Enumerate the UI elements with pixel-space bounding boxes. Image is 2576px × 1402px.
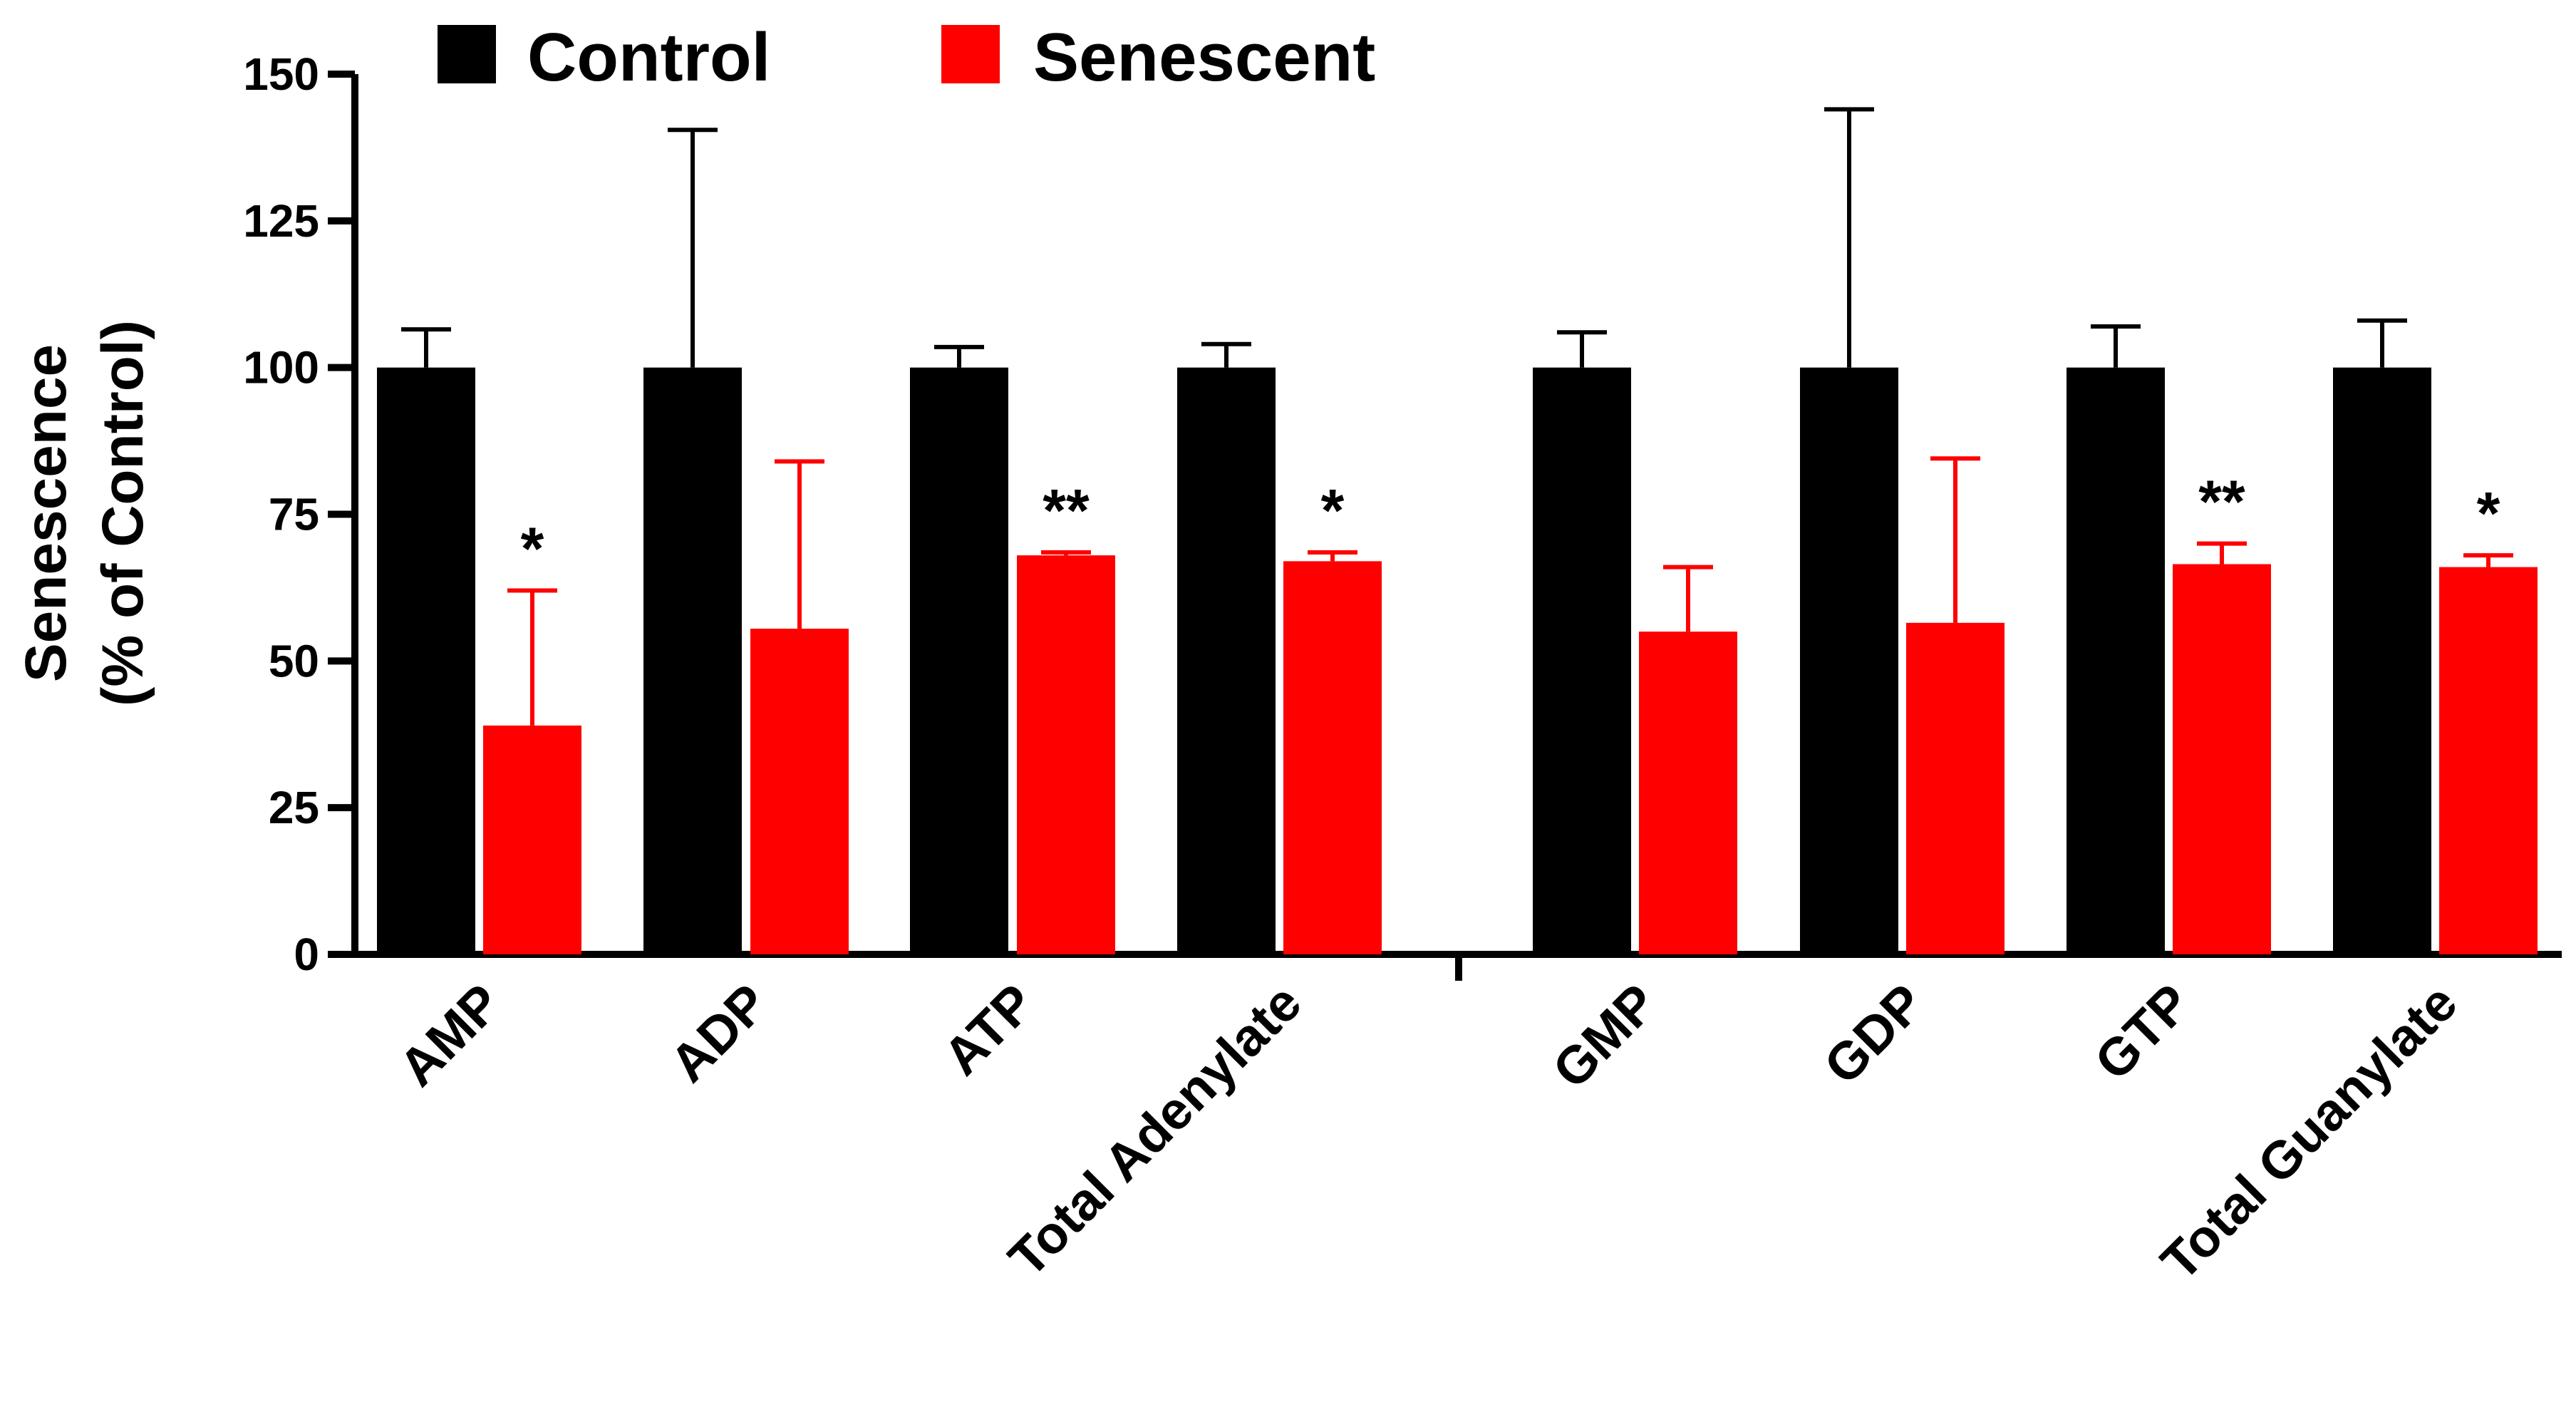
- y-tick-label-25: 25: [269, 782, 319, 833]
- y-tick-label-50: 50: [269, 635, 319, 686]
- bars: *** * ** *: [377, 107, 2538, 954]
- x-tick-label-gdp: GDP: [1813, 973, 1935, 1096]
- senescent-bar-atp: [1017, 555, 1115, 954]
- control-bar-total-guanylate: [2333, 367, 2431, 954]
- y-tick-label-125: 125: [243, 195, 319, 247]
- y-axis-label: Senescence (% of Control): [14, 320, 155, 706]
- control-bar-gdp: [1800, 367, 1898, 954]
- y-tick-label-75: 75: [269, 489, 319, 540]
- y-axis-label-line1: Senescence: [14, 344, 78, 682]
- y-axis-label-line2: (% of Control): [90, 320, 155, 706]
- y-tick-label-0: 0: [294, 929, 319, 980]
- control-bar-atp: [910, 367, 1008, 954]
- x-tick-label-total-adenylate: Total Adenylate: [997, 973, 1312, 1288]
- significance-gtp: **: [2198, 468, 2245, 535]
- y-ticks: 0 25 50 75 100 125 150: [243, 48, 355, 980]
- significance-total-guanylate: *: [2477, 480, 2500, 547]
- senescent-bar-gmp: [1639, 632, 1737, 954]
- significance-atp: **: [1043, 477, 1090, 544]
- significance-amp: *: [521, 515, 544, 582]
- legend-label-senescent: Senescent: [1033, 19, 1375, 96]
- x-tick-label-adp: ADP: [658, 973, 779, 1093]
- senescent-bar-gdp: [1906, 622, 2005, 954]
- significance-total-adenylate: *: [1321, 477, 1345, 544]
- x-tick-label-gtp: GTP: [2084, 973, 2202, 1091]
- legend-label-control: Control: [527, 19, 770, 96]
- control-bar-gmp: [1533, 367, 1631, 954]
- senescent-bar-amp: [483, 725, 581, 954]
- x-tick-label-atp: ATP: [932, 973, 1045, 1086]
- senescent-bar-gtp: [2173, 564, 2271, 954]
- x-tick-label-amp: AMP: [388, 973, 512, 1098]
- legend: Control Senescent: [438, 19, 1375, 96]
- x-tick-label-gmp: GMP: [1541, 973, 1668, 1100]
- senescent-bar-total-adenylate: [1283, 561, 1382, 954]
- control-bar-adp: [643, 367, 742, 954]
- control-bar-gtp: [2067, 367, 2165, 954]
- senescent-bar-adp: [750, 629, 849, 954]
- control-bar-amp: [377, 367, 475, 954]
- legend-swatch-control: [438, 25, 496, 83]
- x-tick-label-total-guanylate: Total Guanylate: [2149, 973, 2468, 1292]
- y-tick-label-100: 100: [243, 342, 319, 393]
- legend-swatch-senescent: [941, 25, 1000, 83]
- senescent-bar-total-guanylate: [2439, 567, 2538, 954]
- control-bar-total-adenylate: [1177, 367, 1276, 954]
- y-tick-label-150: 150: [243, 48, 319, 100]
